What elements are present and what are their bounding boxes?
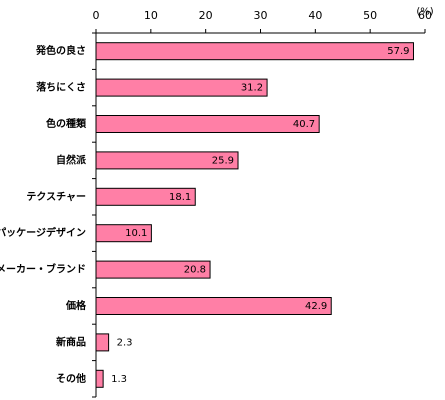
category-label: 落ちにくさ	[36, 81, 86, 94]
bar	[95, 187, 196, 206]
bar	[95, 151, 239, 170]
category-label: 新商品	[56, 335, 86, 348]
x-tick-label: 60	[418, 9, 432, 22]
value-label: 42.9	[305, 301, 327, 312]
category-label: テクスチャー	[26, 191, 86, 203]
value-label: 31.2	[241, 83, 263, 94]
bar	[95, 369, 104, 388]
value-label: 1.3	[111, 374, 127, 385]
category-label: 自然派	[56, 153, 87, 166]
category-label: メーカー・ブランド	[0, 263, 86, 276]
category-label: パッケージデザイン	[0, 226, 86, 239]
category-label: 発色の良さ	[35, 44, 86, 57]
x-axis-ticks: 0 10 20 30 40 50 60	[93, 9, 432, 33]
value-label: 20.8	[184, 265, 206, 276]
x-tick-label: 0	[93, 9, 100, 22]
bar	[95, 260, 211, 279]
bar	[95, 78, 268, 97]
bar	[95, 115, 320, 133]
bar	[95, 297, 332, 315]
bar	[95, 333, 110, 352]
value-labels: 57.9 31.2 40.7 25.9 18.1 10.1 20.8 42.9 2.3 1.3	[111, 46, 409, 385]
x-tick-label: 50	[363, 9, 377, 22]
category-label: その他	[56, 372, 86, 385]
bar	[95, 224, 152, 243]
x-tick-label: 20	[199, 9, 213, 22]
category-label: 価格	[65, 299, 87, 312]
category-labels: 発色の良さ落ちにくさ色の種類自然派テクスチャーパッケージデザインメーカー・ブラン…	[0, 44, 87, 385]
value-label: 18.1	[169, 192, 191, 203]
x-tick-label: 10	[144, 9, 158, 22]
x-tick-label: 40	[308, 9, 322, 22]
bars	[95, 42, 414, 388]
category-label: 色の種類	[46, 117, 87, 130]
unit-label: (%)	[416, 6, 433, 17]
value-label: 2.3	[117, 337, 133, 348]
bar	[95, 42, 414, 61]
value-label: 57.9	[387, 46, 409, 57]
value-label: 25.9	[212, 155, 234, 166]
x-tick-label: 30	[254, 9, 268, 22]
value-label: 40.7	[293, 119, 315, 130]
value-label: 10.1	[125, 228, 147, 239]
